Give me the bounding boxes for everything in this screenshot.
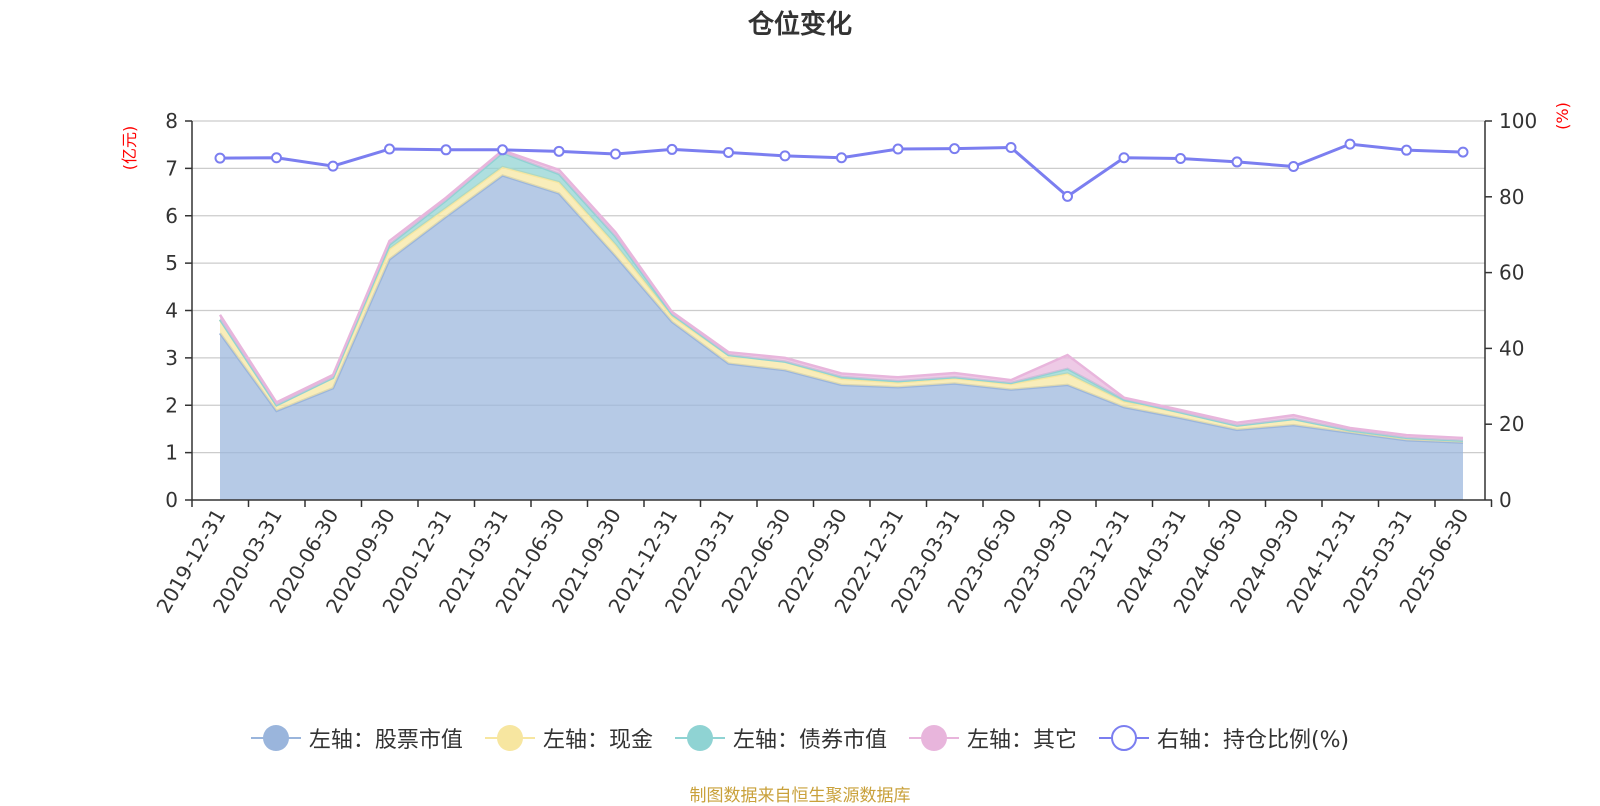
ratio-point [1401,144,1412,156]
legend-label: 左轴：其它 [966,728,1077,753]
left-tick-label: 0 [165,488,178,512]
left-tick-label: 5 [165,251,178,275]
ratio-point [271,152,282,164]
ratio-line-path [219,142,1464,199]
left-tick-label: 3 [165,346,178,370]
legend-swatch [674,724,725,752]
ratio-point [666,143,678,155]
area-edge-左轴：其它 [218,148,1464,440]
legend: 左轴：股票市值 左轴：现金 左轴：债券市值 左轴：其它 右轴：持仓比例(%) [0,722,1600,754]
chart-title: 仓位变化 [747,10,852,40]
right-tick-label: 0 [1499,488,1512,512]
stacked-areas [218,148,1464,500]
legend-item[interactable]: 左轴：股票市值 [250,722,463,754]
ratio-point [1231,156,1243,168]
ratio-point [214,152,226,164]
ratio-point [1457,146,1469,158]
legend-label: 左轴：现金 [542,728,653,753]
legend-swatch [1098,724,1149,752]
legend-item[interactable]: 右轴：持仓比例(%) [1098,722,1350,754]
legend-label: 左轴：股票市值 [308,728,463,753]
left-tick-label: 7 [165,156,178,180]
ratio-point [1118,152,1130,164]
right-tick-label: 100 [1499,109,1537,133]
ratio-point [949,143,960,155]
right-tick-label: 20 [1499,412,1524,436]
ratio-point [1288,160,1299,172]
ratio-point [1062,190,1073,202]
left-tick-label: 8 [165,109,178,133]
right-tick-label: 80 [1499,185,1524,209]
ratio-point [723,146,734,158]
legend-item[interactable]: 左轴：现金 [484,722,653,754]
left-tick-label: 1 [165,441,178,465]
legend-item[interactable]: 左轴：其它 [908,722,1077,754]
legend-swatch [908,724,959,752]
ratio-point [1175,153,1186,165]
ratio-point [384,143,395,155]
left-tick-label: 6 [165,204,178,228]
right-axis-unit: (%) [1553,102,1572,130]
ratio-point [610,148,621,160]
legend-label: 右轴：持仓比例(%) [1156,728,1350,753]
area-左轴：股票市值 [220,175,1463,500]
ratio-point [497,144,508,156]
ratio-point [1005,142,1017,154]
ratio-point [553,145,565,157]
right-tick-label: 40 [1499,336,1524,360]
legend-item[interactable]: 左轴：债券市值 [674,722,887,754]
ratio-point [1344,138,1356,150]
ratio-point [327,160,339,172]
ratio-point [892,143,904,155]
ratio-point [440,144,452,156]
left-tick-label: 2 [165,393,178,417]
left-axis-unit: (亿元) [120,126,139,171]
legend-swatch [250,724,301,752]
source-note: 制图数据来自恒生聚源数据库 [689,786,911,806]
right-tick-label: 60 [1499,261,1524,285]
legend-swatch [484,724,535,752]
ratio-point [836,152,847,164]
left-tick-label: 4 [165,299,178,323]
legend-label: 左轴：债券市值 [732,728,887,753]
ratio-point [779,150,791,162]
ratio-line [214,138,1469,202]
